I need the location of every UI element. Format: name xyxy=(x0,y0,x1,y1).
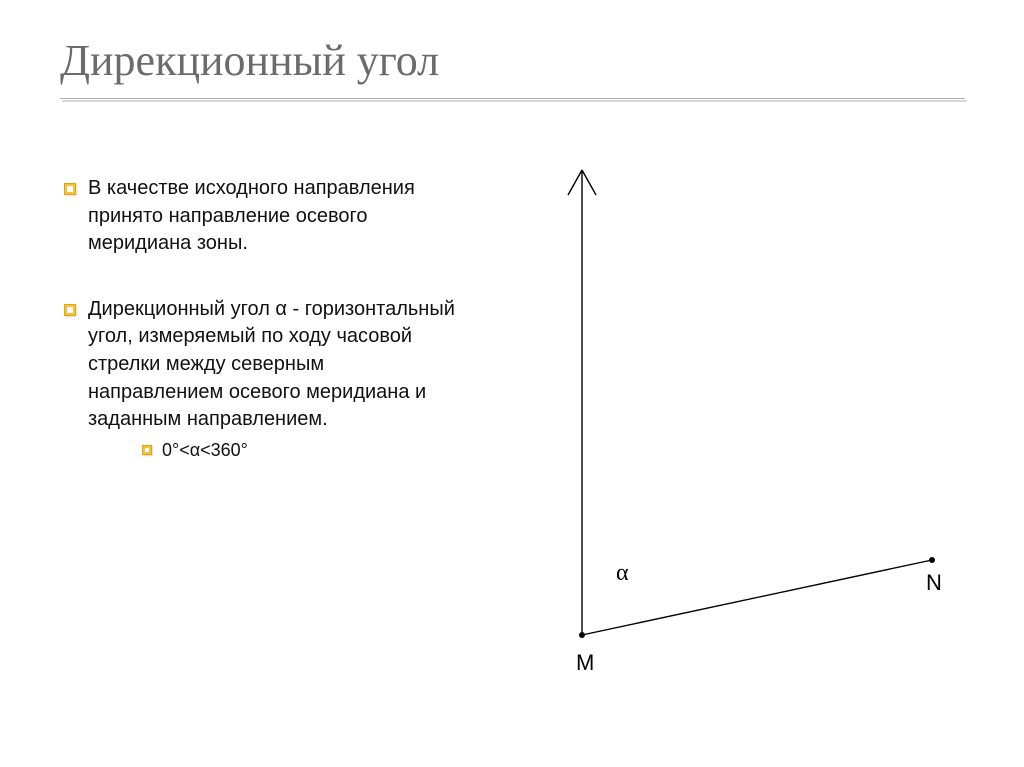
arrowhead-left xyxy=(568,170,582,195)
sub-bullet-item-1: 0°<α<360° xyxy=(140,438,460,463)
sub-bullet-item-1-text: 0°<α<360° xyxy=(162,440,248,460)
bullet-item-1: В качестве исходного направления принято… xyxy=(60,175,460,258)
angle-diagram-svg xyxy=(500,160,970,680)
arrowhead-right xyxy=(582,170,596,195)
bullet-item-2: Дирекционный угол α - горизонтальный уго… xyxy=(60,296,460,463)
title-underline xyxy=(60,98,965,99)
label-n: N xyxy=(926,570,942,596)
slide-title: Дирекционный угол xyxy=(60,35,439,86)
bullet-list: В качестве исходного направления принято… xyxy=(60,175,460,463)
alpha-label: α xyxy=(616,560,629,587)
title-underline-shadow xyxy=(62,100,967,102)
point-m xyxy=(579,632,585,638)
sub-bullet-list: 0°<α<360° xyxy=(140,438,460,463)
direction-line-mn xyxy=(582,560,932,635)
bullet-item-2-text: Дирекционный угол α - горизонтальный уго… xyxy=(88,298,455,430)
point-n xyxy=(929,557,935,563)
slide: Дирекционный угол В качестве исходного н… xyxy=(0,0,1024,767)
label-m: M xyxy=(576,650,594,676)
body-text-area: В качестве исходного направления принято… xyxy=(60,175,460,501)
angle-diagram: α M N xyxy=(500,160,970,680)
bullet-item-1-text: В качестве исходного направления принято… xyxy=(88,177,415,254)
